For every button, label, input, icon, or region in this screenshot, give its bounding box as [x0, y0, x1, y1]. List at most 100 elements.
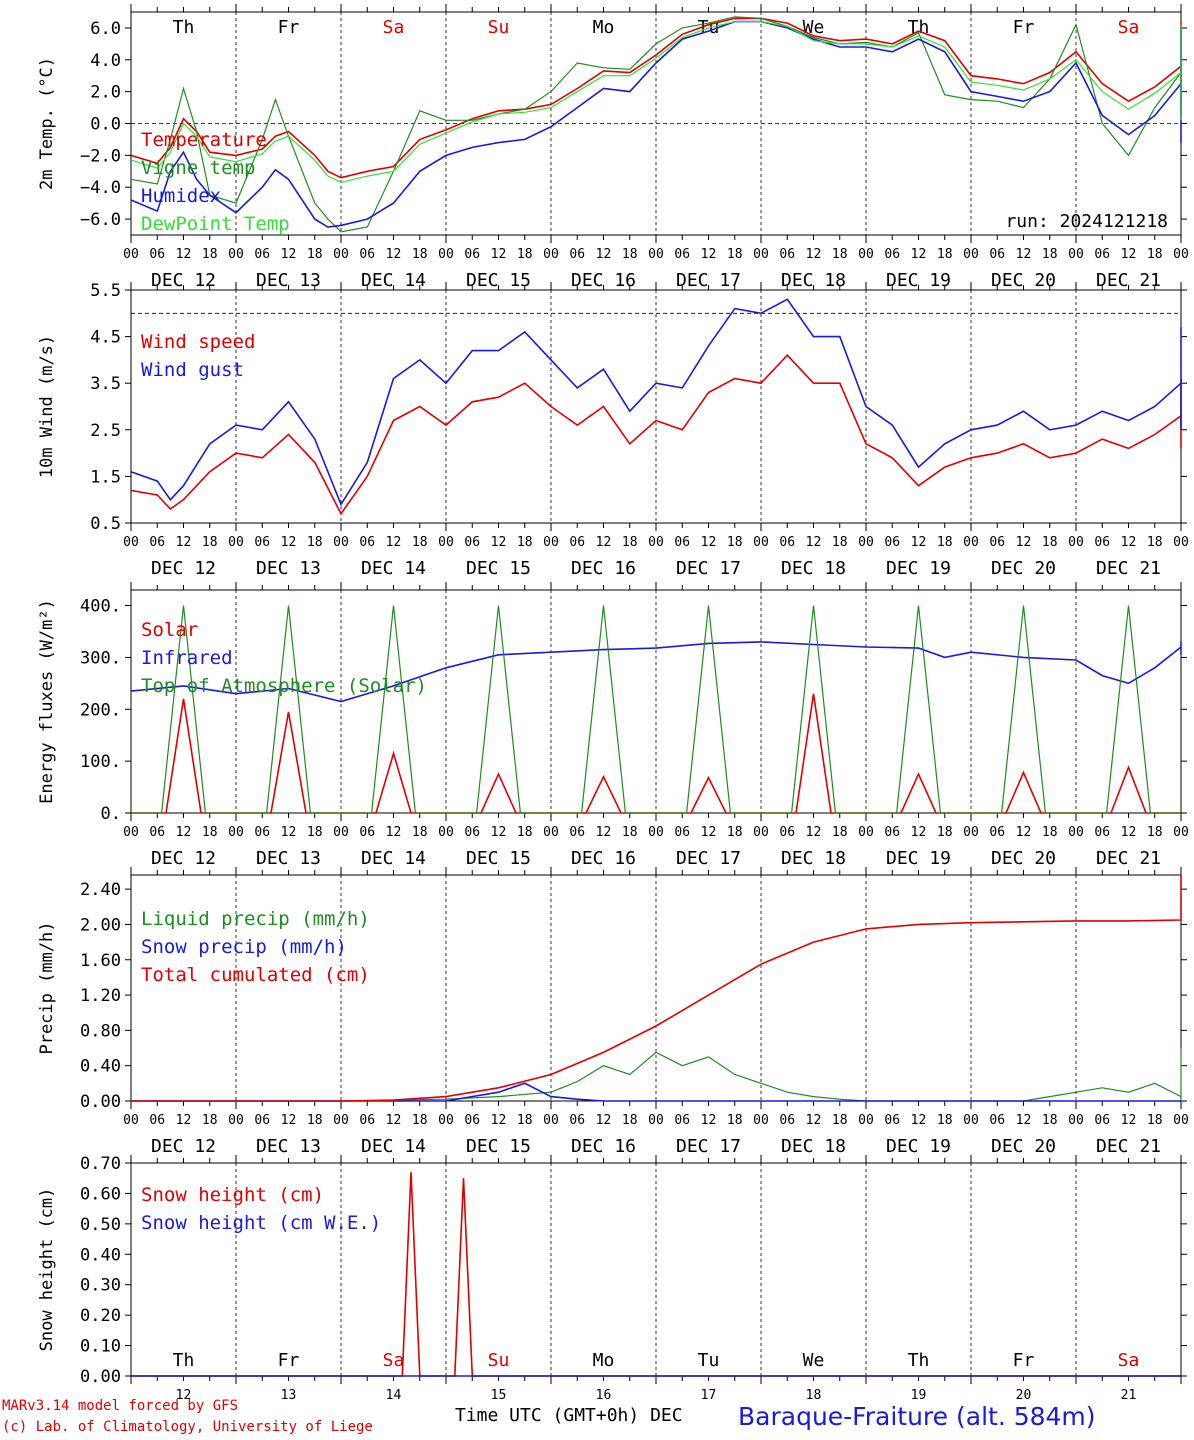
y-tick-label: 0.10 [80, 1337, 121, 1357]
weekday-label: Mo [593, 17, 615, 38]
x-hour-label: 00 [438, 535, 454, 550]
x-hour-label: 18 [622, 247, 638, 262]
x-hour-label: 18 [202, 1113, 218, 1128]
x-hour-label: 18 [202, 825, 218, 840]
x-hour-label: 18 [727, 247, 743, 262]
x-hour-label: 18 [832, 535, 848, 550]
x-hour-label: 18 [517, 535, 533, 550]
x-hour-label: 18 [727, 825, 743, 840]
x-hour-label: 06 [674, 825, 690, 840]
x-date-label: DEC 19 [886, 1136, 951, 1157]
x-hour-label: 06 [254, 535, 270, 550]
x-hour-label: 06 [779, 1113, 795, 1128]
x-hour-label: 00 [648, 1113, 664, 1128]
x-hour-label: 00 [543, 1113, 559, 1128]
x-hour-label: 00 [1068, 535, 1084, 550]
x-hour-label: 06 [254, 825, 270, 840]
x-hour-label: 18 [622, 825, 638, 840]
weekday-label: Tu [698, 1350, 720, 1371]
x-hour-label: 00 [228, 825, 244, 840]
y-tick-label: 5.5 [90, 281, 121, 301]
x-date-label: DEC 16 [571, 270, 636, 291]
series-line [130, 641, 1182, 703]
x-hour-label: 18 [832, 1113, 848, 1128]
x-hour-label: 06 [569, 825, 585, 840]
x-hour-label: 00 [1068, 825, 1084, 840]
x-date-label: DEC 14 [361, 270, 426, 291]
weekday-label: Sa [1118, 17, 1140, 38]
legend-entry: Humidex [141, 185, 221, 207]
series-line [131, 605, 1181, 814]
x-day-number: 16 [596, 1388, 612, 1403]
x-hour-label: 00 [753, 1113, 769, 1128]
weekday-label: Th [908, 1350, 930, 1371]
x-date-label: DEC 15 [466, 848, 531, 869]
x-hour-label: 00 [858, 535, 874, 550]
x-hour-label: 06 [464, 535, 480, 550]
y-axis-label: Precip (mm/h) [37, 921, 57, 1054]
x-hour-label: 00 [963, 535, 979, 550]
y-tick-label: 0.30 [80, 1276, 121, 1296]
x-date-label: DEC 15 [466, 558, 531, 579]
x-hour-label: 12 [281, 825, 297, 840]
x-hour-label: 06 [464, 247, 480, 262]
y-axis-label: 10m Wind (m/s) [37, 335, 57, 478]
x-hour-label: 06 [674, 535, 690, 550]
weekday-label: Th [173, 1350, 195, 1371]
x-hour-label: 00 [333, 247, 349, 262]
x-hour-label: 06 [1094, 535, 1110, 550]
x-hour-label: 18 [727, 1113, 743, 1128]
station-name: Baraque-Fraiture (alt. 584m) [738, 1402, 1096, 1431]
x-hour-label: 06 [779, 535, 795, 550]
x-hour-label: 00 [333, 1113, 349, 1128]
x-day-number: 14 [386, 1388, 402, 1403]
x-hour-label: 00 [123, 247, 139, 262]
x-date-label: DEC 21 [1096, 848, 1161, 869]
x-hour-label: 06 [884, 535, 900, 550]
x-hour-label: 00 [1173, 247, 1189, 262]
x-hour-label: 00 [123, 535, 139, 550]
x-date-label: DEC 13 [256, 558, 321, 579]
x-hour-label: 06 [254, 1113, 270, 1128]
legend-entry: Temperature [141, 129, 267, 151]
x-hour-label: 06 [254, 247, 270, 262]
x-date-label: DEC 21 [1096, 558, 1161, 579]
y-tick-label: 4.0 [90, 51, 121, 71]
x-date-label: DEC 12 [151, 270, 216, 291]
y-tick-label: 1.20 [80, 986, 121, 1006]
legend-entry: DewPoint Temp [141, 213, 290, 235]
x-hour-label: 18 [1042, 825, 1058, 840]
x-date-label: DEC 12 [151, 848, 216, 869]
x-hour-label: 12 [491, 1113, 507, 1128]
x-hour-label: 12 [491, 535, 507, 550]
x-hour-label: 18 [1147, 1113, 1163, 1128]
x-hour-label: 00 [858, 247, 874, 262]
x-date-label: DEC 13 [256, 270, 321, 291]
y-tick-label: 1.5 [90, 467, 121, 487]
x-hour-label: 00 [438, 1113, 454, 1128]
x-date-label: DEC 17 [676, 848, 741, 869]
x-hour-label: 18 [307, 1113, 323, 1128]
x-hour-label: 12 [596, 825, 612, 840]
weekday-label: Fr [1013, 17, 1035, 38]
x-hour-label: 00 [438, 247, 454, 262]
x-hour-label: 18 [1147, 535, 1163, 550]
x-date-label: DEC 14 [361, 848, 426, 869]
y-axis-label: Energy fluxes (W/m²) [37, 599, 57, 804]
x-hour-label: 12 [911, 535, 927, 550]
x-hour-label: 00 [1173, 1113, 1189, 1128]
x-hour-label: 12 [701, 247, 717, 262]
x-hour-label: 06 [884, 1113, 900, 1128]
x-hour-label: 00 [543, 825, 559, 840]
y-tick-label: 3.5 [90, 374, 121, 394]
x-axis-title: Time UTC (GMT+0h) DEC [455, 1405, 683, 1426]
x-hour-label: 00 [228, 535, 244, 550]
x-hour-label: 12 [701, 825, 717, 840]
legend-entry: Snow height (cm) [141, 1184, 324, 1206]
x-hour-label: 12 [1121, 1113, 1137, 1128]
y-tick-label: 300. [80, 648, 121, 668]
x-hour-label: 06 [989, 1113, 1005, 1128]
x-hour-label: 12 [596, 1113, 612, 1128]
x-hour-label: 18 [517, 1113, 533, 1128]
x-hour-label: 00 [543, 247, 559, 262]
